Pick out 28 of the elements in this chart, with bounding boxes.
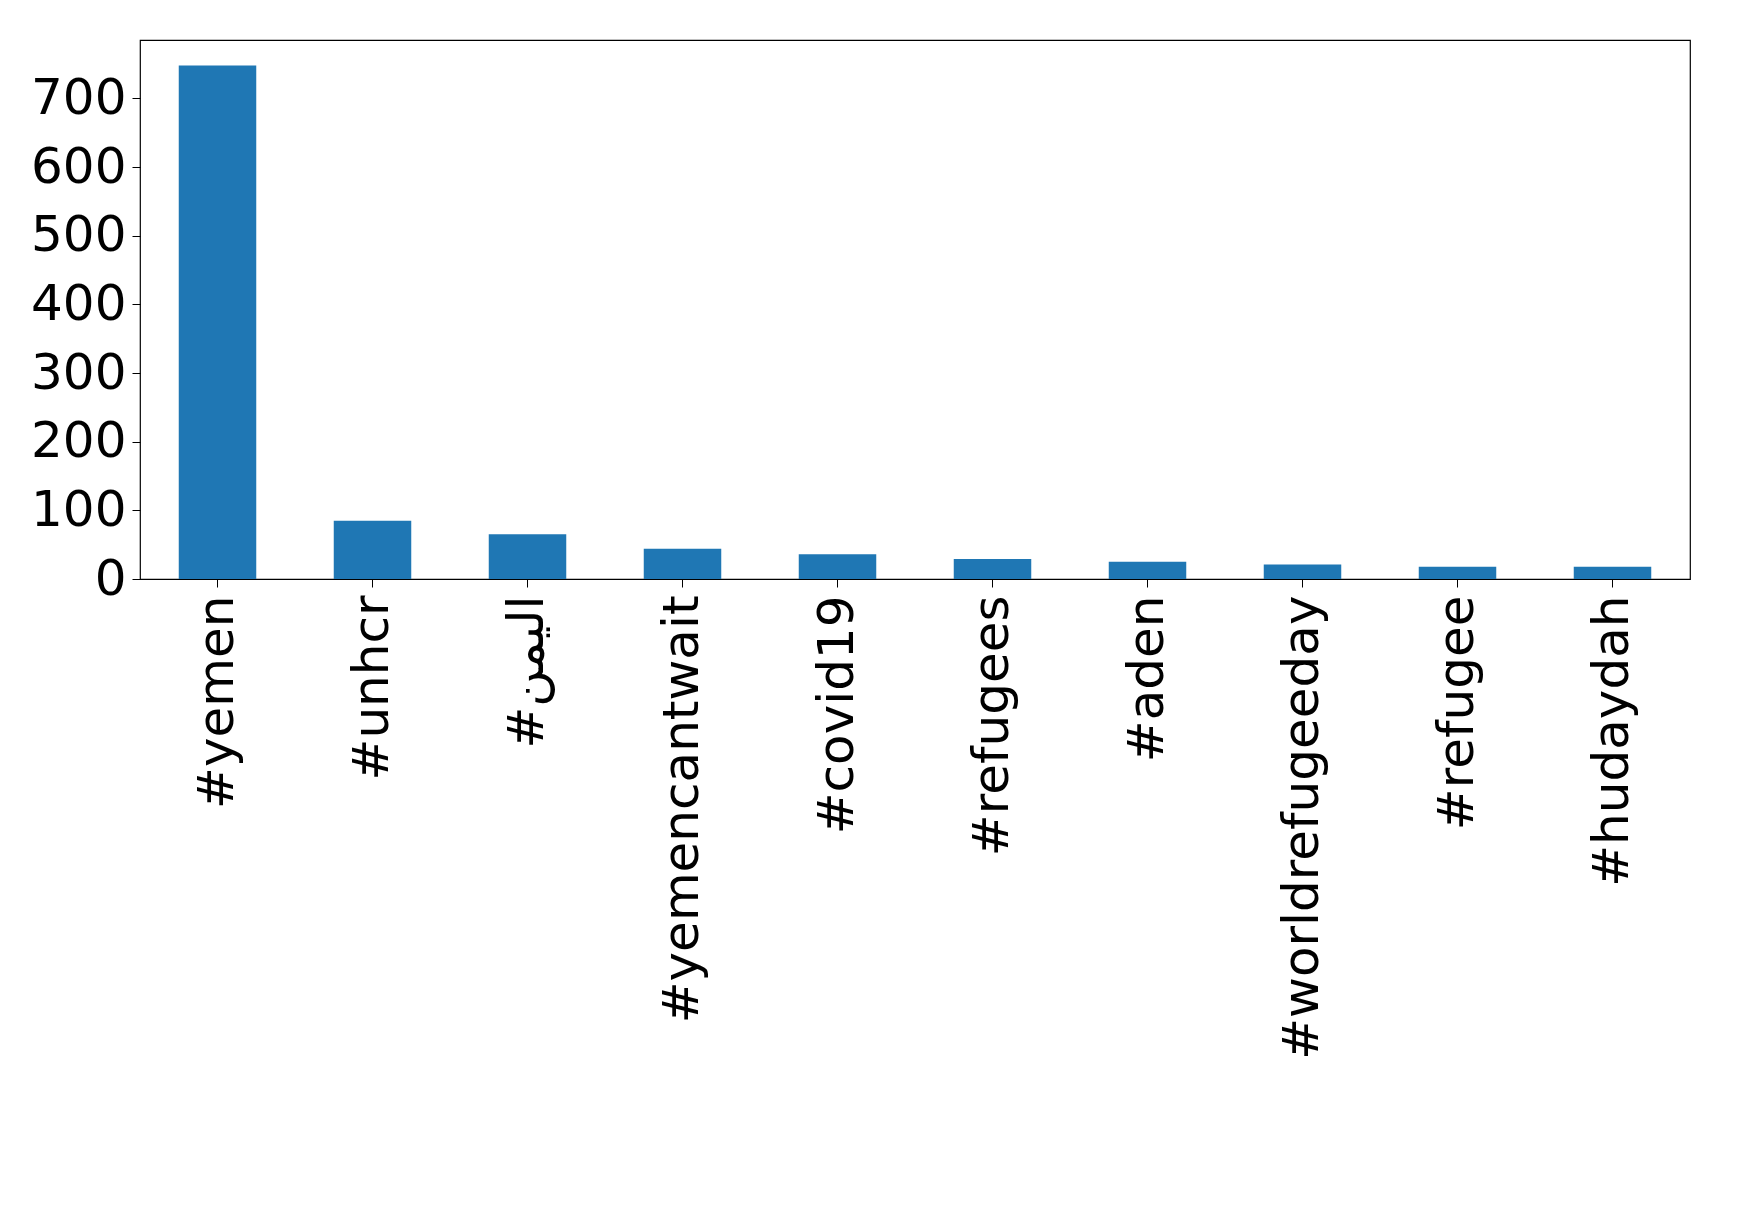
bar: [1263, 564, 1342, 579]
x-tick-label: #covid19: [806, 595, 865, 835]
bar: [488, 534, 567, 579]
bar: [798, 554, 877, 579]
y-tick-label: 200: [31, 411, 127, 470]
y-tick-label: 0: [94, 548, 127, 607]
x-tick-label: #yemen: [186, 595, 245, 809]
bar: [1418, 566, 1497, 579]
x-tick-label: #unhcr: [341, 595, 400, 781]
x-tick-label: #yemencantwait: [651, 595, 710, 1024]
bar: [333, 520, 412, 579]
bar: [643, 548, 722, 579]
x-tick-label: #refugees: [961, 595, 1020, 857]
bar: [1108, 561, 1187, 579]
x-tick-label: #اليمن: [496, 595, 555, 749]
y-tick-label: 600: [31, 136, 127, 195]
y-tick-label: 100: [31, 479, 127, 538]
y-tick-label: 500: [31, 205, 127, 264]
x-tick-label: #worldrefugeeday: [1271, 595, 1330, 1060]
x-tick-label: #hudaydah: [1581, 595, 1640, 887]
bar: [1573, 566, 1652, 579]
bar: [178, 65, 257, 579]
y-tick-label: 300: [31, 342, 127, 401]
y-tick-label: 400: [31, 273, 127, 332]
bar: [953, 559, 1032, 579]
x-tick-label: #aden: [1116, 595, 1175, 763]
y-tick-label: 700: [31, 67, 127, 126]
x-tick-label: #refugee: [1426, 595, 1485, 831]
